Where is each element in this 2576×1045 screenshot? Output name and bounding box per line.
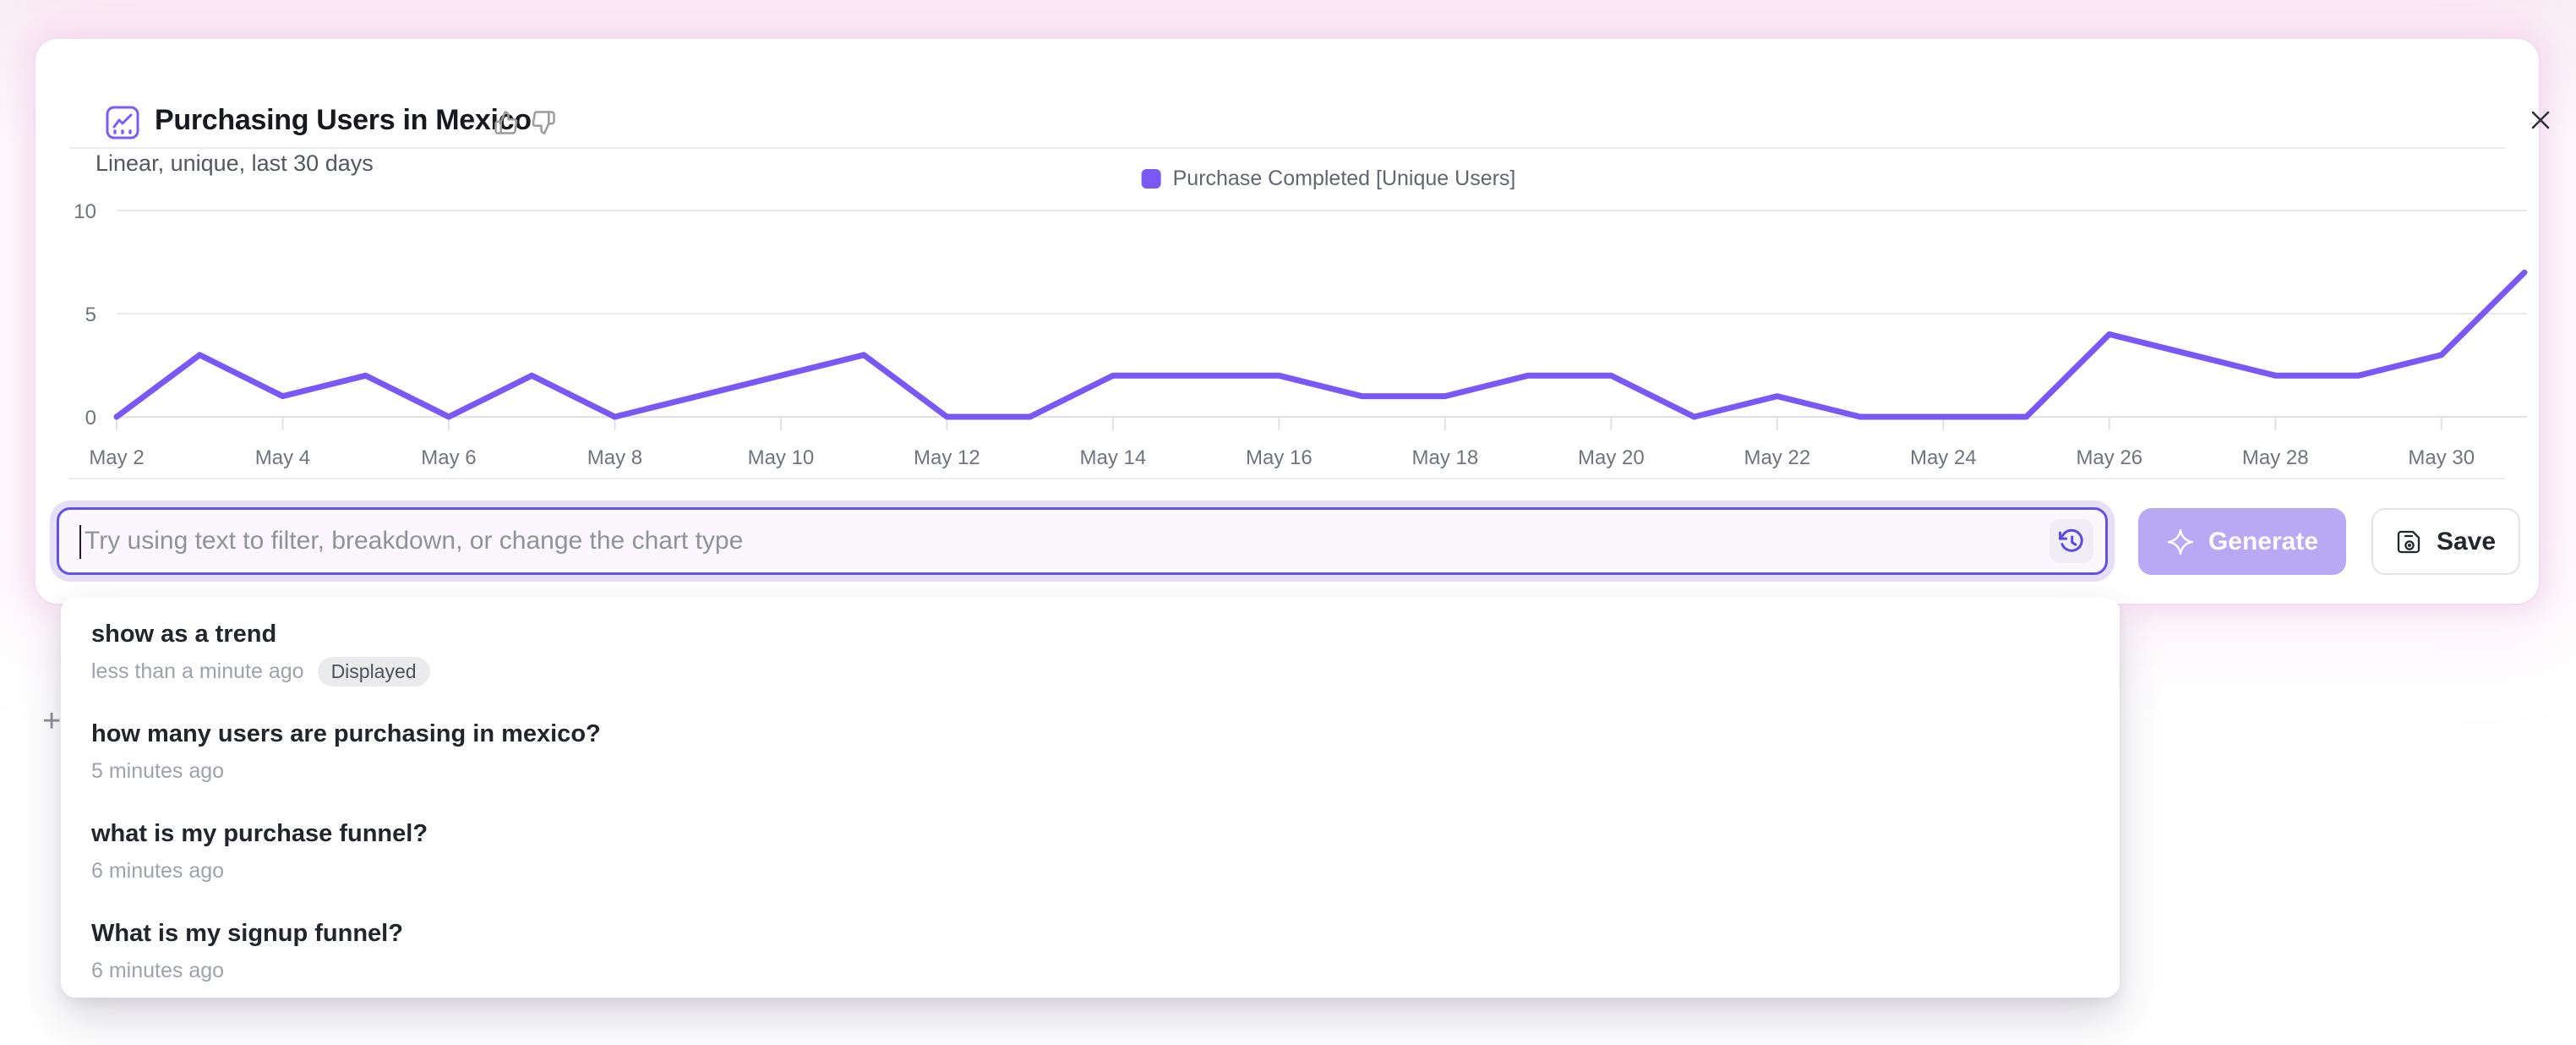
history-dropdown: show as a trend less than a minute ago Dis…	[61, 597, 2120, 998]
legend-swatch	[1141, 169, 1161, 189]
chart-footer-divider	[69, 478, 2505, 479]
history-item-query: What is my signup funnel?	[91, 920, 403, 947]
history-item[interactable]: What is my signup funnel? 6 minutes ago	[61, 901, 2120, 998]
chart-legend[interactable]: Purchase Completed [Unique Users]	[1141, 167, 1516, 191]
displayed-badge: Displayed	[317, 656, 430, 687]
history-button[interactable]	[2049, 519, 2093, 563]
save-button[interactable]: Save	[2371, 508, 2520, 575]
history-item[interactable]: what is my purchase funnel? 6 minutes ago	[61, 802, 2120, 901]
close-icon[interactable]	[2527, 107, 2554, 134]
history-item-query: show as a trend	[91, 621, 277, 648]
prompt-input[interactable]: Try using text to filter, breakdown, or …	[57, 507, 2108, 575]
page-title: Purchasing Users in Mexico	[155, 104, 532, 136]
line-chart-icon	[105, 105, 140, 140]
history-item-time: 6 minutes ago	[91, 858, 225, 883]
thumbs-down-icon[interactable]	[531, 110, 556, 135]
history-item-time: 5 minutes ago	[91, 758, 225, 783]
text-caret	[79, 525, 81, 559]
history-item[interactable]: show as a trend less than a minute ago Dis…	[61, 602, 2120, 702]
generate-button[interactable]: Generate	[2138, 508, 2346, 575]
generate-label: Generate	[2208, 527, 2319, 555]
chart-subtitle: Linear, unique, last 30 days	[96, 150, 374, 176]
header-divider	[69, 147, 2505, 149]
history-item[interactable]: how many users are purchasing in mexico?…	[61, 702, 2120, 802]
history-item-query: how many users are purchasing in mexico?	[91, 720, 601, 747]
save-label: Save	[2436, 527, 2497, 555]
sparkle-icon	[2167, 528, 2194, 555]
save-icon	[2397, 530, 2420, 553]
history-clock-icon	[2059, 528, 2083, 552]
thumbs-up-icon[interactable]	[494, 110, 519, 135]
history-item-time: 6 minutes ago	[91, 958, 225, 982]
prompt-placeholder: Try using text to filter, breakdown, or …	[85, 527, 744, 555]
history-item-time: less than a minute ago	[91, 659, 304, 683]
background-plus-glyph: +	[42, 703, 62, 739]
legend-label: Purchase Completed [Unique Users]	[1172, 167, 1516, 190]
history-item-query: what is my purchase funnel?	[91, 820, 428, 847]
